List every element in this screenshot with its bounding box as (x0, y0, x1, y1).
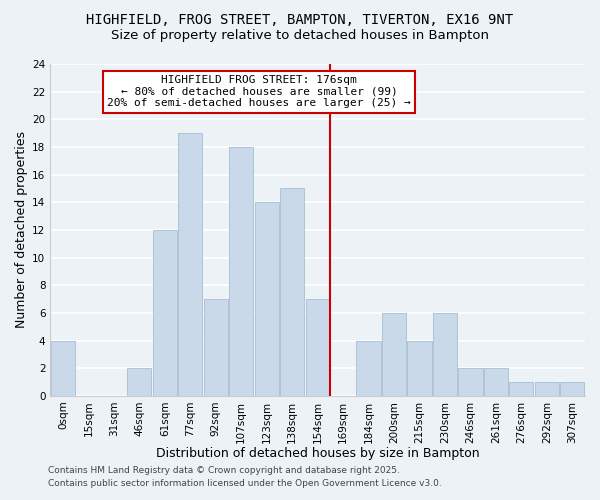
Bar (356, 340, 380, 396)
Text: Contains HM Land Registry data © Crown copyright and database right 2025.
Contai: Contains HM Land Registry data © Crown c… (48, 466, 442, 487)
Bar (407, 340, 431, 396)
Text: Size of property relative to detached houses in Bampton: Size of property relative to detached ho… (111, 29, 489, 42)
Y-axis label: Number of detached properties: Number of detached properties (15, 132, 28, 328)
Bar (203, 299, 228, 396)
Bar (535, 382, 559, 396)
Bar (484, 368, 508, 396)
Bar (51, 340, 75, 396)
Bar (280, 188, 304, 396)
Text: HIGHFIELD, FROG STREET, BAMPTON, TIVERTON, EX16 9NT: HIGHFIELD, FROG STREET, BAMPTON, TIVERTO… (86, 12, 514, 26)
Bar (509, 382, 533, 396)
Bar (433, 313, 457, 396)
X-axis label: Distribution of detached houses by size in Bampton: Distribution of detached houses by size … (156, 447, 479, 460)
Bar (229, 147, 253, 396)
Bar (458, 368, 482, 396)
Bar (560, 382, 584, 396)
Bar (382, 313, 406, 396)
Bar (127, 368, 151, 396)
Bar (153, 230, 177, 396)
Text: HIGHFIELD FROG STREET: 176sqm
← 80% of detached houses are smaller (99)
20% of s: HIGHFIELD FROG STREET: 176sqm ← 80% of d… (107, 75, 411, 108)
Bar (178, 133, 202, 396)
Bar (254, 202, 279, 396)
Bar (305, 299, 330, 396)
